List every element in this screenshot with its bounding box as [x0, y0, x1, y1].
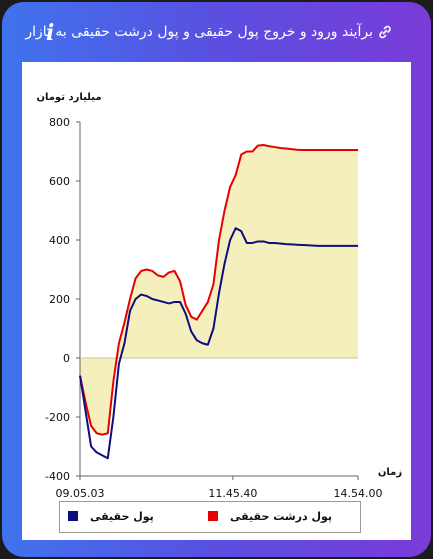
- y-tick-label: -400: [45, 470, 70, 483]
- series-line-real-money: [79, 227, 358, 460]
- legend-swatch-real-money: [68, 511, 78, 521]
- y-tick-label: 400: [49, 234, 70, 247]
- y-tick-label: 800: [49, 116, 70, 129]
- legend-item-real-money: پول حقیقی: [68, 510, 208, 524]
- y-tick-label: 0: [63, 352, 70, 365]
- chart-panel: میلیارد تومان زمان -400 -200 0 200 400 600 800…: [22, 62, 411, 540]
- series-layer: [79, 144, 358, 460]
- y-axis-label: میلیارد تومان: [36, 92, 101, 103]
- y-tick-label: 200: [49, 293, 70, 306]
- x-tick-label: 11.45.40: [208, 487, 257, 500]
- legend-label-real-money: پول حقیقی: [90, 510, 154, 523]
- series-line-big-real-money: [79, 144, 358, 436]
- legend-item-big-real-money: پول درشت حقیقی: [208, 510, 358, 524]
- card-header: i برآیند ورود و خروج پول حقیقی و پول درش…: [2, 2, 431, 62]
- chart-svg: میلیارد تومان زمان -400 -200 0 200 400 600 800…: [36, 92, 402, 500]
- y-tick-label: -200: [45, 411, 70, 424]
- link-icon[interactable]: [377, 24, 393, 40]
- x-axis-label: زمان: [378, 467, 402, 478]
- info-icon[interactable]: i: [46, 20, 55, 46]
- x-tick-label: 14.54.00: [334, 487, 383, 500]
- legend-swatch-big-real-money: [208, 511, 218, 521]
- x-tick-label: 09.05.03: [56, 487, 105, 500]
- y-tick-label: 600: [49, 175, 70, 188]
- chart-title: برآیند ورود و خروج پول حقیقی و پول درشت …: [25, 24, 373, 40]
- legend-label-big-real-money: پول درشت حقیقی: [230, 510, 333, 523]
- chart-text-layer: میلیارد تومان زمان -400 -200 0 200 400 600 800…: [36, 92, 402, 500]
- axes-layer: [76, 121, 359, 480]
- legend: پول حقیقی پول درشت حقیقی: [59, 501, 361, 533]
